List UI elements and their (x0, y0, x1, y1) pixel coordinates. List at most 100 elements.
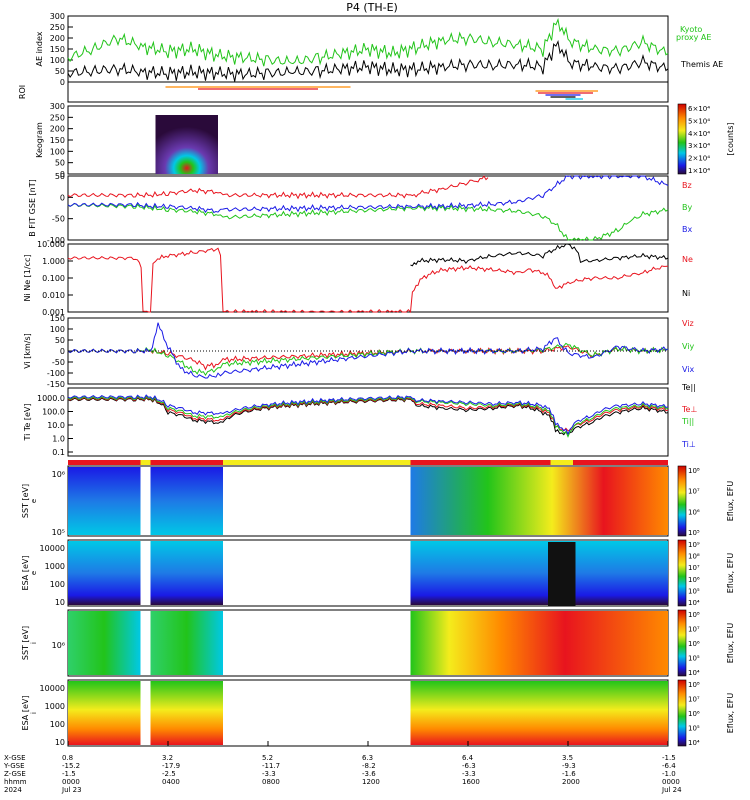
temperature-series-Ti⊥ (67, 394, 669, 436)
density-legend-Ne: Ne (682, 255, 693, 264)
bfield-legend-By: By (682, 203, 692, 212)
velocity-tick-label: 0 (60, 347, 65, 356)
velocity-tick-label: -50 (52, 358, 65, 367)
sst_i-spectrogram-block (68, 611, 141, 675)
sst_i-colorbar-tick: 10⁵ (688, 655, 700, 663)
bfield-legend-Bx: Bx (682, 225, 692, 234)
keogram-tick-label: 100 (50, 147, 65, 156)
xaxis-row-label: X-GSE (4, 754, 26, 762)
esa_e-tick-label: 10000 (40, 544, 65, 553)
density-tick-label: 1.000 (42, 257, 65, 266)
xaxis-row-label: Z-GSE (4, 770, 26, 778)
sst_i-ylabel: SST [eV] (21, 626, 30, 660)
xaxis-tick-label: -15.2 (62, 762, 80, 770)
sst_e-colorbar-tick: 10⁸ (688, 467, 700, 475)
temperature-tick-label: 1000.0 (37, 394, 65, 403)
keogram-tick-label: 0 (60, 170, 65, 179)
xaxis-tick-label: -11.7 (262, 762, 280, 770)
esa_i-tick-label: 10 (55, 738, 65, 747)
esa_e-colorbar-tick: 10⁵ (688, 587, 700, 595)
xaxis-row-label: Y-GSE (3, 762, 25, 770)
xaxis-tick-label: -1.5 (62, 770, 76, 778)
ae-ylabel: AE index (35, 31, 44, 66)
sst_i-colorbar-label: Eflux, EFU (726, 623, 735, 664)
temperature-tick-label: 1.0 (52, 435, 65, 444)
keogram-colorbar-tick: 1×10⁴ (688, 167, 710, 175)
density-tick-label: 10.000 (37, 240, 65, 249)
esa-e-data-gap (548, 542, 576, 606)
velocity-legend-Viz: Viz (682, 319, 694, 328)
keogram-tick-label: 200 (50, 125, 65, 134)
esa_e-colorbar-tick: 10⁶ (688, 576, 700, 584)
xaxis-tick-label: Jul 23 (61, 786, 82, 794)
keogram-colorbar-tick: 3×10⁴ (688, 142, 710, 150)
ae-tick-label: 200 (50, 34, 65, 43)
esa_i-tick-label: 10000 (40, 684, 65, 693)
esa_e-colorbar-tick: 10⁴ (688, 599, 700, 607)
density-panel-frame (67, 243, 669, 313)
sst_e-ylabel: SST [eV] (21, 484, 30, 518)
velocity-series-Viy (67, 342, 669, 377)
sst_i-colorbar-tick: 10⁸ (688, 611, 700, 619)
sst_i-colorbar-tick: 10⁷ (688, 626, 700, 634)
temperature-series-Ti|| (67, 395, 669, 438)
sst_e-tick-label: 10⁵ (52, 528, 65, 537)
velocity-tick-label: 100 (50, 325, 65, 334)
sst_i-colorbar-tick: 10⁴ (688, 669, 700, 677)
ae-tick-label: 50 (55, 67, 65, 76)
temperature-tick-label: 0.1 (52, 448, 65, 457)
esa_e-colorbar (677, 539, 687, 607)
sst_i-colorbar-tick: 10⁶ (688, 640, 700, 648)
density-series-Ne (67, 247, 669, 314)
esa_i-ylabel: ESA [eV] (21, 696, 30, 731)
xaxis-tick-label: -6.3 (462, 762, 476, 770)
esa_i-tick-label: 1000 (45, 702, 65, 711)
keogram-colorbar-tick: 6×10⁴ (688, 105, 710, 113)
bfield-series-Bx (67, 175, 669, 214)
bfield-tick-label: 50 (55, 172, 65, 181)
mode-segment (573, 460, 668, 465)
density-tick-label: 0.100 (42, 274, 65, 283)
velocity-ylabel: Vi [km/s] (23, 333, 32, 369)
temperature-tick-label: 10.0 (47, 421, 65, 430)
ae-tick-label: 250 (50, 23, 65, 32)
esa_i-colorbar-label: Eflux, EFU (726, 693, 735, 734)
bfield-series-Bz (67, 175, 489, 200)
sst_i-ylabel-species: i (30, 642, 38, 644)
velocity-series-Viz (67, 345, 669, 371)
xaxis-tick-label: -17.9 (162, 762, 180, 770)
sst_e-colorbar-tick: 10⁶ (688, 508, 700, 516)
mode-segment (410, 460, 551, 465)
keogram-ylabel: Keogram (35, 122, 44, 158)
mode-segment (68, 460, 141, 465)
esa_e-spectrogram-block (150, 541, 223, 605)
keogram-tick-label: 150 (50, 136, 65, 145)
velocity-tick-label: 50 (55, 336, 65, 345)
xaxis-row-label: hhmm (4, 778, 27, 786)
bfield-tick-label: -100 (47, 236, 65, 245)
mode-segment (550, 460, 573, 465)
sst_e-colorbar (677, 465, 687, 537)
xaxis-tick-label: 1600 (462, 778, 480, 786)
bfield-ylabel: B FIT GSE [nT] (28, 179, 37, 237)
esa_i-colorbar-tick: 10⁶ (688, 710, 700, 718)
esa_e-spectrogram-block (410, 541, 668, 605)
xaxis-tick-label: -1.5 (662, 754, 676, 762)
keogram-tick-label: 50 (55, 159, 65, 168)
xaxis-tick-label: -9.3 (562, 762, 576, 770)
sst_i-colorbar (677, 609, 687, 677)
ae-tick-label: 150 (50, 45, 65, 54)
temperature-legend: Te|| (681, 383, 696, 392)
temperature-panel-frame (67, 387, 669, 457)
density-series-Ni (410, 243, 669, 267)
velocity-tick-label: 150 (50, 314, 65, 323)
esa_i-colorbar-tick: 10⁷ (688, 696, 700, 704)
xaxis-tick-label: 3.2 (162, 754, 173, 762)
xaxis-tick-label: 0800 (262, 778, 280, 786)
ae-tick-label: 300 (50, 12, 65, 21)
temperature-legend: Te⊥ (681, 405, 697, 414)
temperature-ylabel: Ti Te [eV] (23, 403, 32, 441)
xaxis-tick-label: 6.3 (362, 754, 373, 762)
keogram-colorbar-tick: 2×10⁴ (688, 155, 710, 163)
esa_e-ylabel-species: e (30, 571, 38, 575)
